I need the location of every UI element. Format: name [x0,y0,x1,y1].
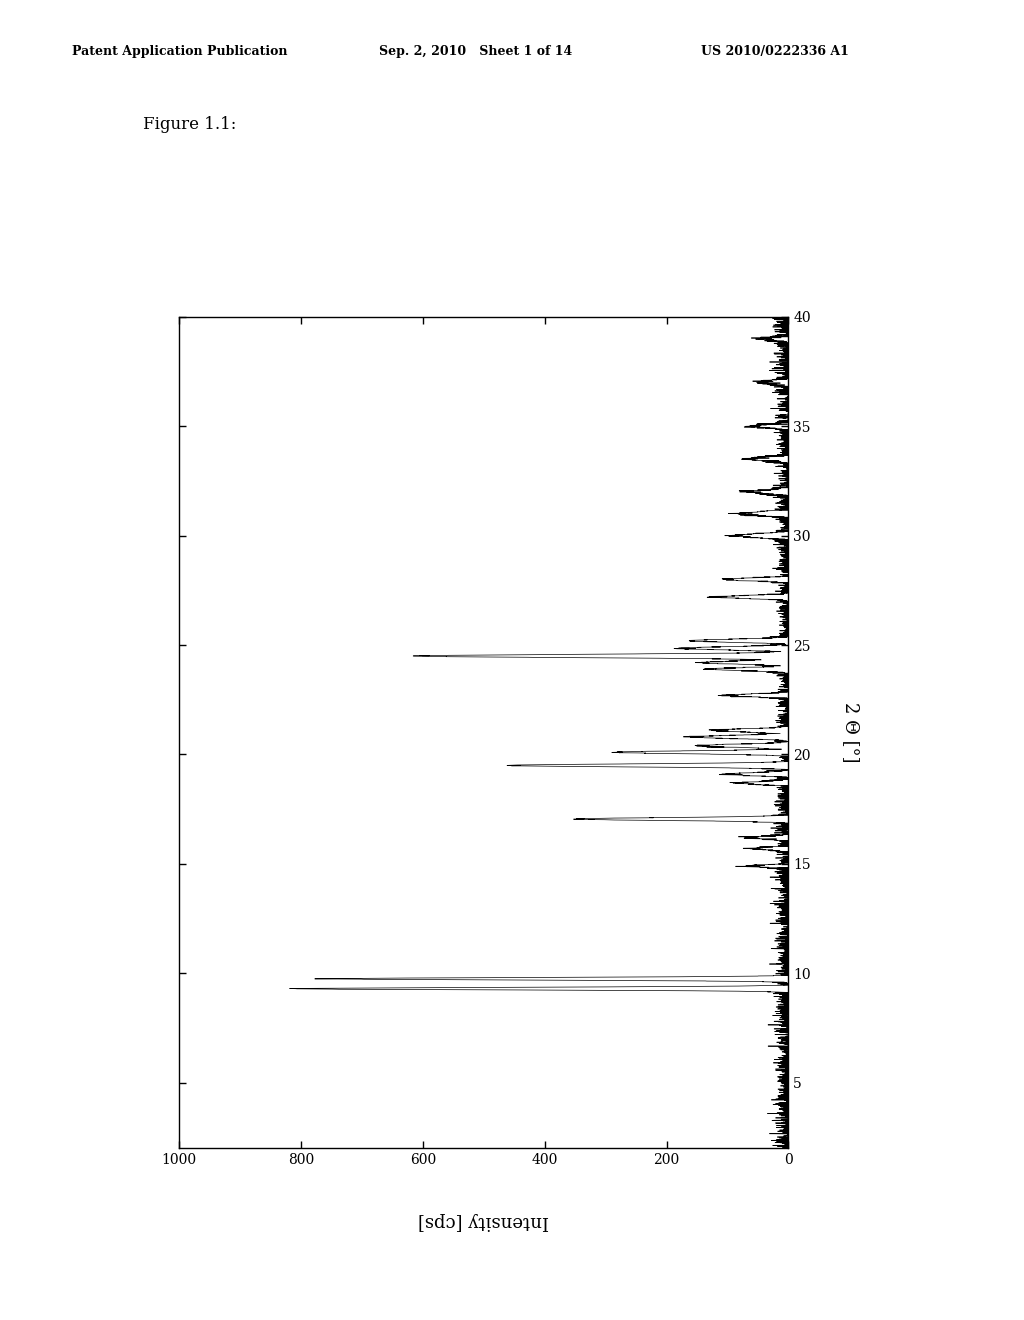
Y-axis label: 2 Θ [°]: 2 Θ [°] [842,702,859,763]
Text: US 2010/0222336 A1: US 2010/0222336 A1 [701,45,849,58]
Text: Patent Application Publication: Patent Application Publication [72,45,287,58]
X-axis label: Intensity [cps]: Intensity [cps] [419,1212,549,1230]
Text: Sep. 2, 2010   Sheet 1 of 14: Sep. 2, 2010 Sheet 1 of 14 [379,45,572,58]
Text: Figure 1.1:: Figure 1.1: [143,116,237,133]
